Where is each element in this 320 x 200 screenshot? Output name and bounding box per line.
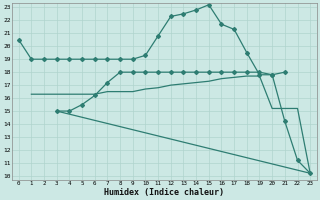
X-axis label: Humidex (Indice chaleur): Humidex (Indice chaleur) <box>104 188 224 197</box>
